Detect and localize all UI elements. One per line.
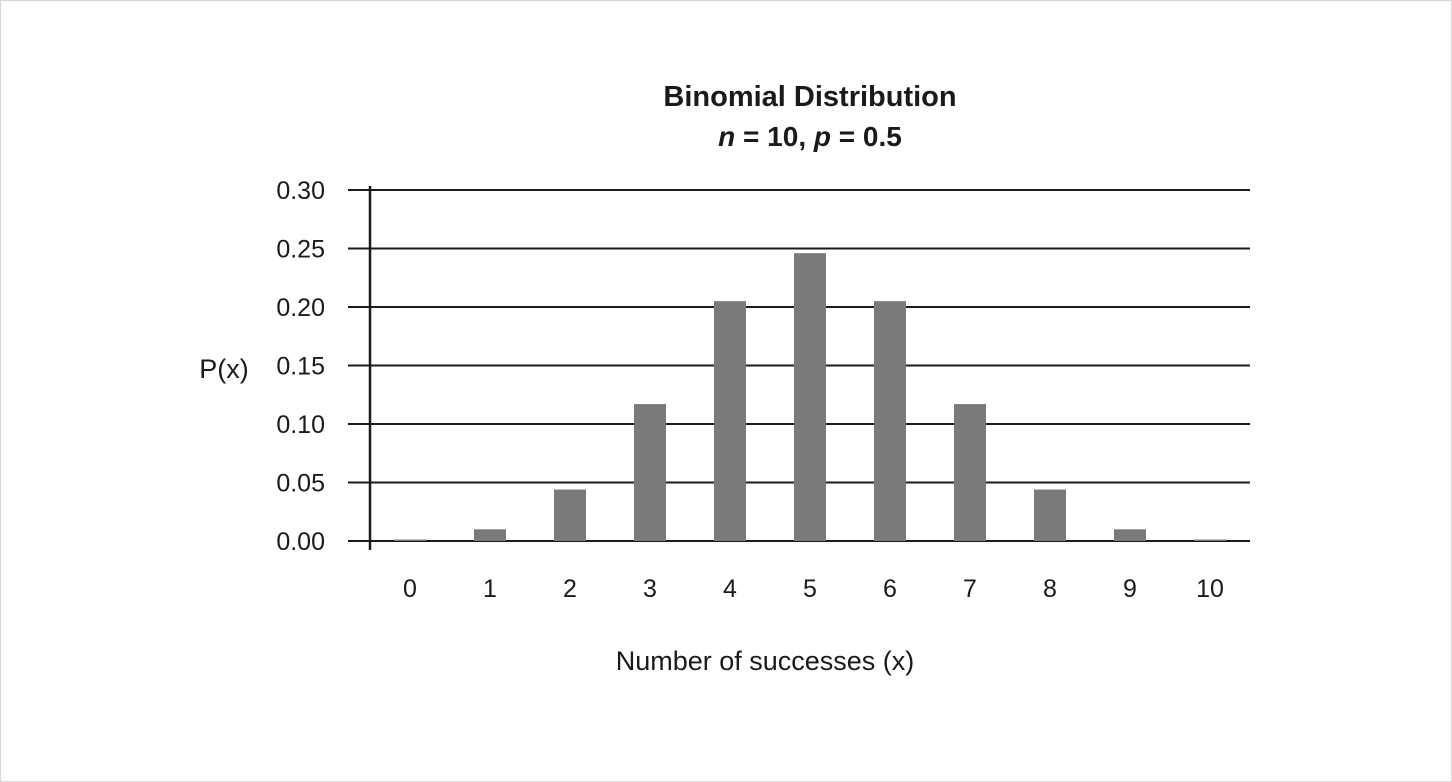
x-tick-label: 7 (963, 575, 977, 603)
x-tick-label: 5 (803, 575, 817, 603)
bar-2 (554, 489, 586, 541)
bar-1 (474, 529, 506, 541)
chart-title: Binomial Distribution (663, 81, 956, 113)
x-tick-label: 9 (1123, 575, 1137, 603)
bar-9 (1114, 529, 1146, 541)
bar-8 (1034, 489, 1066, 541)
x-tick-label: 2 (563, 575, 577, 603)
bar-0 (394, 539, 426, 541)
x-axis-label: Number of successes (x) (616, 646, 915, 676)
x-tick-labels: 0 1 2 3 4 5 6 7 8 9 10 (403, 575, 1224, 603)
bar-4 (714, 301, 746, 541)
x-tick-label: 4 (723, 575, 737, 603)
y-tick-label: 0.05 (276, 470, 325, 498)
subtitle-n-value: = 10, (735, 121, 814, 152)
y-tick-label: 0.10 (276, 411, 325, 439)
bar-7 (954, 404, 986, 541)
bars (394, 253, 1226, 541)
x-tick-label: 3 (643, 575, 657, 603)
x-tick-label: 10 (1196, 575, 1224, 603)
y-tick-label: 0.15 (276, 353, 325, 381)
bar-3 (634, 404, 666, 541)
bar-6 (874, 301, 906, 541)
bar-10 (1194, 539, 1226, 541)
subtitle-p-value: = 0.5 (831, 121, 902, 152)
y-tick-label: 0.30 (276, 177, 325, 205)
subtitle-n: n (718, 121, 735, 152)
subtitle-p: p (813, 121, 831, 152)
x-tick-label: 6 (883, 575, 897, 603)
chart-subtitle: n = 10, p = 0.5 (718, 121, 902, 152)
x-tick-label: 0 (403, 575, 417, 603)
y-tick-label: 0.20 (276, 294, 325, 322)
x-tick-label: 8 (1043, 575, 1057, 603)
y-tick-label: 0.25 (276, 236, 325, 264)
x-tick-label: 1 (483, 575, 497, 603)
y-tick-label: 0.00 (276, 528, 325, 556)
y-axis-label: P(x) (199, 354, 249, 384)
y-tick-labels: 0.00 0.05 0.10 0.15 0.20 0.25 0.30 (276, 177, 325, 556)
bar-5 (794, 253, 826, 541)
